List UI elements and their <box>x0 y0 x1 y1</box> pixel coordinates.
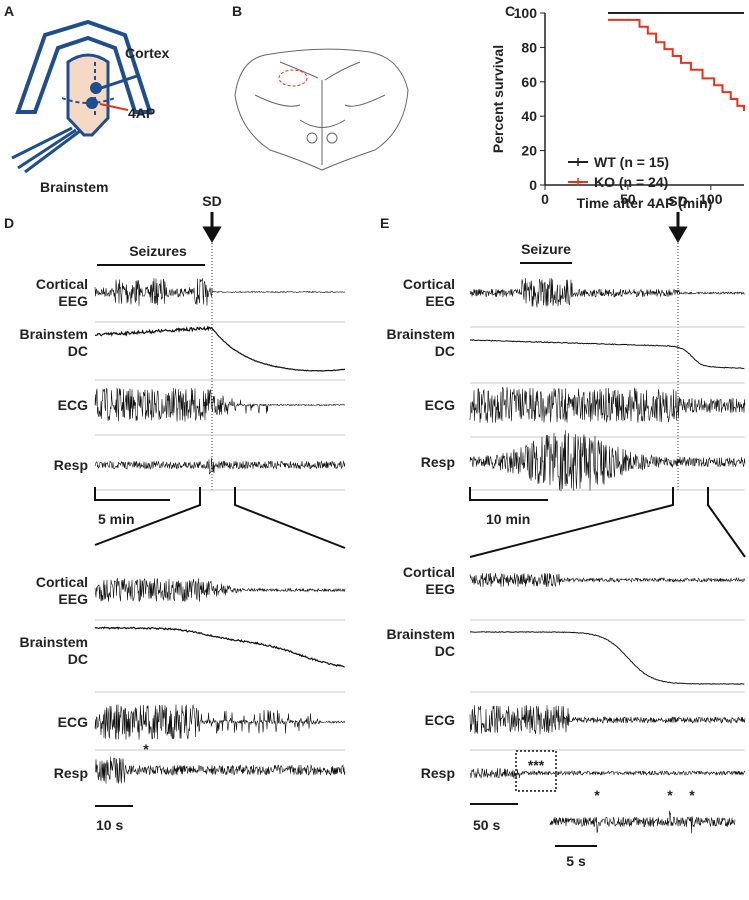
x-tick-label: 50 <box>620 191 636 207</box>
recording-schematic <box>11 19 153 174</box>
arrow <box>99 103 129 111</box>
channel-label: Cortical <box>403 276 455 292</box>
region-outline <box>278 69 308 87</box>
channel-label: Cortical <box>36 276 88 292</box>
panel-label: E <box>380 215 389 231</box>
event-marker: SD <box>668 193 687 209</box>
dc-trace <box>469 631 745 685</box>
scale-label: 50 s <box>473 817 500 833</box>
channel-label: DC <box>68 651 88 667</box>
ecg-trace <box>94 387 346 422</box>
scale-label: 10 s <box>96 817 123 833</box>
y-axis-label: Percent survival <box>490 45 506 153</box>
annotation: * <box>689 787 695 803</box>
eeg-trace <box>94 577 346 603</box>
eeg-trace <box>94 278 346 306</box>
y-tick-label: 40 <box>521 108 537 124</box>
arrow <box>202 212 222 243</box>
panel-label: B <box>232 3 242 19</box>
arrow <box>668 212 688 243</box>
y-tick-label: 80 <box>521 39 537 55</box>
ecg-trace <box>469 386 746 423</box>
event-marker: SD <box>202 193 221 209</box>
event-label: Seizures <box>129 243 187 259</box>
zoom-box <box>515 750 557 792</box>
resp-trace <box>469 430 746 492</box>
channel-label: Brainstem <box>20 326 88 342</box>
annotation: * <box>594 787 600 803</box>
dc-trace <box>469 339 745 370</box>
y-tick-label: 60 <box>521 74 537 90</box>
x-tick-label: 100 <box>699 191 723 207</box>
event-label: Seizure <box>521 241 571 257</box>
panel-label: C <box>505 3 515 19</box>
channel-label: ECG <box>425 397 455 413</box>
x-axis-label: Time after 4AP (min) <box>577 195 713 211</box>
scale-label: 5 min <box>98 511 135 527</box>
channel-label: Cortical <box>36 574 88 590</box>
zoom-lines <box>469 487 746 558</box>
y-tick-label: 20 <box>521 143 537 159</box>
channel-label: Resp <box>54 765 88 781</box>
channel-label: Resp <box>421 454 455 470</box>
channel-label: EEG <box>58 591 88 607</box>
ecg-trace <box>469 705 746 735</box>
brain-slice <box>234 48 409 171</box>
channel-label: Brainstem <box>387 326 455 342</box>
resp-trace <box>94 756 346 784</box>
eeg-trace <box>469 572 746 588</box>
y-tick-label: 0 <box>529 177 537 193</box>
annotation: *** <box>528 757 545 773</box>
legend-label: KO (n = 24) <box>594 174 668 190</box>
zoom-lines <box>94 487 346 549</box>
scale-bar <box>94 487 170 501</box>
x-tick-label: 0 <box>541 191 549 207</box>
channel-label: Brainstem <box>20 634 88 650</box>
region-label: Brainstem <box>40 179 108 195</box>
channel-label: EEG <box>425 581 455 597</box>
scale-label: 10 min <box>486 511 530 527</box>
channel-label: ECG <box>58 397 88 413</box>
legend-label: WT (n = 15) <box>594 154 669 170</box>
inset-trace <box>549 810 736 834</box>
resp-trace <box>94 457 346 475</box>
annotation: * <box>667 787 673 803</box>
dc-trace <box>94 626 345 668</box>
panel-label: D <box>4 215 14 231</box>
channel-label: Resp <box>54 457 88 473</box>
scale-bar <box>469 487 548 501</box>
resp-trace <box>469 768 746 780</box>
channel-label: DC <box>435 343 455 359</box>
y-tick-label: 100 <box>514 5 538 21</box>
channel-label: Cortical <box>403 564 455 580</box>
channel-label: Brainstem <box>387 626 455 642</box>
panel-label: A <box>4 3 14 19</box>
survival-curve <box>608 18 745 112</box>
ecg-trace <box>94 704 346 740</box>
eeg-trace <box>469 277 745 308</box>
drug-label: 4AP <box>128 105 155 121</box>
channel-label: DC <box>68 343 88 359</box>
annotation: * <box>143 741 149 757</box>
channel-label: ECG <box>425 712 455 728</box>
channel-label: EEG <box>425 293 455 309</box>
scale-label: 5 s <box>566 853 586 869</box>
dc-trace <box>94 325 346 372</box>
channel-label: ECG <box>58 714 88 730</box>
channel-label: DC <box>435 643 455 659</box>
channel-label: Resp <box>421 765 455 781</box>
region-label: Cortex <box>125 45 170 61</box>
channel-label: EEG <box>58 293 88 309</box>
